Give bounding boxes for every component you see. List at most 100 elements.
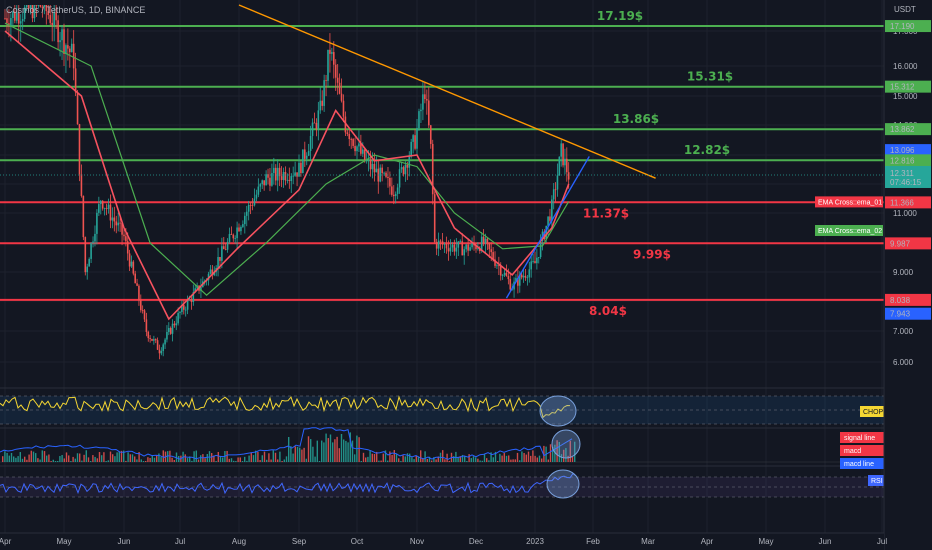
price-axis-tag-text: 13.096 xyxy=(890,146,915,155)
candle-body xyxy=(469,247,471,251)
chop-line xyxy=(0,395,571,419)
candle-body xyxy=(507,275,510,280)
macd-histogram-bar xyxy=(26,459,28,462)
candle-body xyxy=(171,323,174,334)
candle-body xyxy=(136,283,138,286)
macd-histogram-bar xyxy=(15,457,17,462)
macd-histogram-bar xyxy=(415,455,417,462)
macd-histogram-bar xyxy=(281,461,283,462)
candle-body xyxy=(105,207,108,209)
macd-histogram-bar xyxy=(290,446,292,462)
candle-body xyxy=(31,5,34,19)
price-axis-tag-text: 11.366 xyxy=(890,198,914,207)
macd-histogram-bar xyxy=(541,458,543,462)
candle-body xyxy=(177,313,179,324)
macd-histogram-bar xyxy=(92,455,94,462)
candle-body xyxy=(78,124,81,175)
macd-histogram-bar xyxy=(510,459,512,462)
candle-body xyxy=(435,241,438,249)
price-axis-tag-text: 12.816 xyxy=(890,156,915,165)
candle-body xyxy=(70,43,73,53)
price-axis-tag xyxy=(885,154,931,167)
macd-histogram-bar xyxy=(57,461,59,462)
candle-body xyxy=(84,237,87,273)
candle-body xyxy=(49,15,52,23)
macd-histogram-bar xyxy=(503,453,505,462)
candle-body xyxy=(290,176,293,181)
macd-histogram-bar xyxy=(393,450,395,462)
candle-body xyxy=(350,139,352,140)
candle-body xyxy=(253,198,256,206)
macd-histogram-bar xyxy=(442,450,444,462)
candle-body xyxy=(515,277,517,282)
candle-body xyxy=(334,64,337,78)
macd-histogram-bar xyxy=(250,452,252,462)
macd-histogram-bar xyxy=(514,459,516,462)
x-tick-label: Nov xyxy=(410,537,424,546)
macd-histogram-bar xyxy=(338,448,340,462)
macd-histogram-bar xyxy=(195,450,197,462)
macd-histogram-bar xyxy=(400,460,402,462)
macd-histogram-bar xyxy=(171,457,173,462)
macd-histogram-bar xyxy=(378,460,380,462)
candle-body xyxy=(234,238,236,239)
price-axis-tag-text: 17.190 xyxy=(890,22,915,31)
macd-histogram-bar xyxy=(305,458,307,462)
price-axis-tag xyxy=(885,196,931,209)
macd-histogram-bar xyxy=(70,461,72,462)
candle-body xyxy=(437,240,440,249)
candle-body xyxy=(412,135,414,142)
candle-body xyxy=(188,298,191,300)
candle-body xyxy=(162,344,164,351)
x-tick-label: Dec xyxy=(469,537,483,546)
price-axis-tag xyxy=(885,80,931,93)
macd-histogram-bar xyxy=(244,456,246,462)
macd-histogram-bar xyxy=(213,455,215,462)
macd-histogram-bar xyxy=(512,459,514,462)
candle-body xyxy=(72,43,75,69)
macd-histogram-bar xyxy=(63,458,65,462)
macd-histogram-bar xyxy=(508,455,510,462)
downtrend-line xyxy=(238,4,656,179)
price-axis-tag xyxy=(885,293,931,306)
macd-histogram-bar xyxy=(373,453,376,462)
macd-histogram-bar xyxy=(35,453,37,462)
candle-body xyxy=(278,167,281,177)
macd-histogram-bar xyxy=(362,452,365,462)
macd-histogram-bar xyxy=(153,457,156,462)
candle-body xyxy=(439,240,442,242)
candle-body xyxy=(522,275,525,278)
macd-histogram-bar xyxy=(547,459,549,462)
macd-histogram-bar xyxy=(41,450,43,462)
macd-histogram-bar xyxy=(501,455,503,462)
candle-body xyxy=(356,146,358,152)
macd-histogram-bar xyxy=(233,460,235,462)
ema-tag-box xyxy=(815,196,883,208)
candle-body xyxy=(154,339,157,341)
candle-body xyxy=(107,204,110,209)
macd-histogram-bar xyxy=(127,452,129,462)
macd-histogram-bar xyxy=(527,451,530,462)
macd-histogram-bar xyxy=(382,453,384,462)
grid xyxy=(0,0,932,533)
uptrend-line xyxy=(505,156,590,299)
candle-body xyxy=(562,143,564,166)
candle-body xyxy=(261,180,264,185)
macd-histogram-bar xyxy=(184,454,186,462)
macd-histogram-bar xyxy=(162,450,164,462)
macd-histogram-bar xyxy=(358,437,360,462)
candle-body xyxy=(323,80,325,106)
macd-histogram-bar xyxy=(413,459,415,462)
macd-histogram-bar xyxy=(43,451,46,462)
macd-histogram-bar xyxy=(252,455,255,462)
candle-body xyxy=(242,224,244,227)
candle-body xyxy=(329,49,331,54)
candle-body xyxy=(304,149,306,159)
candle-body xyxy=(130,261,133,267)
candle-body xyxy=(151,338,153,341)
candle-body xyxy=(551,199,553,221)
candle-body xyxy=(80,174,83,196)
candle-body xyxy=(53,12,55,26)
macd-histogram-bar xyxy=(259,460,261,462)
